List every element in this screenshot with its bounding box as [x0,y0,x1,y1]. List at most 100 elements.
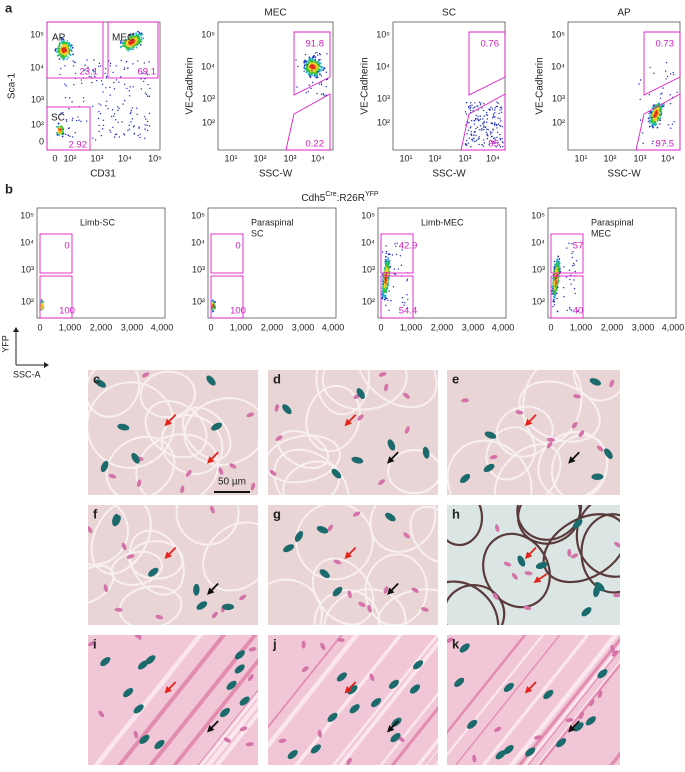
event-dot [466,113,467,114]
event-dot [666,62,667,63]
y-tick-label: 10² [192,296,205,306]
event-dot [492,108,493,109]
event-dot [145,119,146,120]
event-dot [569,308,570,309]
event-dot [132,45,134,47]
event-dot [124,100,125,101]
event-dot [75,132,76,133]
event-dot [117,122,118,123]
yfp-plot: 10⁵10⁴10³10²01,0002,0003,0004,000Paraspi… [191,208,344,332]
event-dot [401,265,402,266]
y-tick-label: 10³ [21,264,34,274]
event-dot [480,119,481,120]
event-dot [70,46,72,48]
event-dot [149,96,150,97]
event-dot [654,119,656,121]
event-dot [149,113,150,114]
event-dot [400,255,401,256]
event-dot [98,103,99,104]
event-dot [98,131,99,132]
event-dot [498,103,499,104]
event-dot [132,63,133,64]
event-dot [314,59,315,60]
y-tick-label: 10⁴ [361,237,375,247]
event-dot [211,303,213,305]
event-dot [322,69,324,71]
event-dot [551,293,553,295]
event-dot [127,67,128,68]
event-dot [65,50,67,52]
event-dot [481,144,482,145]
event-dot [496,102,497,103]
event-dot [490,133,491,134]
event-dot [486,114,487,115]
event-dot [103,120,104,121]
y-axis-label: VE-Cadherin [535,57,546,114]
event-dot [469,137,470,138]
event-dot [66,40,68,42]
event-dot [110,65,111,66]
gate-value: 42.9 [399,241,418,252]
event-dot [107,108,108,109]
event-dot [75,73,76,74]
tissue [268,370,438,495]
event-dot [297,66,298,67]
event-dot [658,115,660,117]
gating-plot: 10⁵10⁴10³10²0010²10³10⁴10⁵Sca-1CD31AP23.… [7,22,162,180]
event-dot [499,144,500,145]
event-dot [139,137,140,138]
event-dot [101,135,102,136]
event-dot [472,140,473,141]
panel-label: f [93,506,98,521]
y-tick-label: 10³ [552,93,565,103]
event-dot [131,110,132,111]
event-dot [317,71,318,72]
event-dot [41,304,43,306]
event-dot [134,41,136,43]
event-dot [318,62,320,64]
event-dot [492,123,493,124]
event-dot [80,121,81,122]
event-dot [385,265,387,267]
event-dot [554,288,556,290]
event-dot [651,117,652,118]
event-dot [132,107,133,108]
event-dot [567,310,568,311]
y-axis-label: VE-Cadherin [185,57,196,114]
fiber-streak [614,625,685,772]
event-dot [480,125,481,126]
event-dot [321,94,322,95]
x-tick-label: 0 [548,322,553,332]
event-dot [106,101,107,102]
event-dot [652,143,653,144]
arrow-head [13,327,19,332]
y-tick-label: 10⁴ [376,61,390,71]
event-dot [135,32,137,34]
event-dot [658,112,660,114]
event-dot [83,97,84,98]
event-dot [59,74,60,75]
event-dot [306,69,308,71]
y-tick-label: 10⁴ [191,237,205,247]
event-dot [59,58,61,60]
event-dot [502,126,503,127]
event-dot [72,136,73,137]
event-dot [478,138,479,139]
event-dot [316,52,317,53]
x-tick-label: 2,000 [431,322,454,332]
event-dot [109,94,110,95]
event-dot [386,298,387,299]
event-dot [140,37,142,39]
event-dot [659,123,660,124]
event-dot [659,117,661,119]
event-dot [62,131,64,133]
event-dot [319,73,321,75]
event-dot [318,69,320,71]
event-dot [306,71,308,73]
event-dot [652,127,654,129]
x-tick-label: 10¹ [224,153,237,163]
event-dot [402,297,403,298]
event-dot [501,138,502,139]
event-dot [129,90,130,91]
x-tick-label: 10² [428,153,441,163]
